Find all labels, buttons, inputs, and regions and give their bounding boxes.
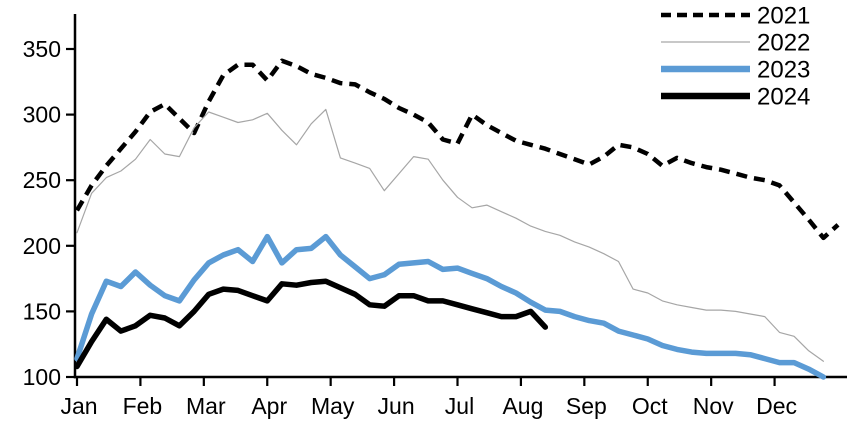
- x-tick-label: Nov: [693, 393, 734, 419]
- x-tick-label: Jul: [445, 393, 474, 419]
- legend-item-2022: 2022: [661, 30, 810, 57]
- x-tick-label: Jan: [60, 393, 97, 419]
- legend-label-2022: 2022: [757, 30, 810, 57]
- series-line-2022: [76, 108, 825, 362]
- y-tick-label: 200: [23, 233, 61, 259]
- axes: 100 150 200 250 300 350 Jan Feb Mar Apr May Jun Jul A…: [23, 14, 847, 419]
- y-tick-label: 350: [23, 36, 61, 62]
- y-tick-label: 300: [23, 102, 61, 128]
- x-tick-label: Dec: [756, 393, 797, 419]
- legend-item-2024: 2024: [661, 84, 810, 111]
- series-line-2021: [75, 58, 840, 241]
- y-tick-label: 150: [23, 298, 61, 324]
- series-line-2023: [74, 233, 827, 380]
- x-tick-label: Apr: [251, 393, 287, 419]
- legend-label-2024: 2024: [757, 84, 810, 111]
- legend-item-2021: 2021: [661, 3, 810, 30]
- x-tick-label: May: [311, 393, 355, 419]
- x-tick-label: Aug: [502, 393, 543, 419]
- legend-item-2023: 2023: [661, 57, 810, 84]
- y-tick-label: 250: [23, 167, 61, 193]
- x-tick-label: Mar: [186, 393, 226, 419]
- x-tick-label: Sep: [566, 393, 607, 419]
- legend-label-2021: 2021: [757, 3, 810, 30]
- y-tick-label: 100: [23, 364, 61, 390]
- legend-label-2023: 2023: [757, 57, 810, 84]
- x-tick-label: Feb: [123, 393, 163, 419]
- x-tick-label: Jun: [378, 393, 415, 419]
- x-tick-label: Oct: [632, 393, 668, 419]
- series-line-2024: [74, 278, 549, 370]
